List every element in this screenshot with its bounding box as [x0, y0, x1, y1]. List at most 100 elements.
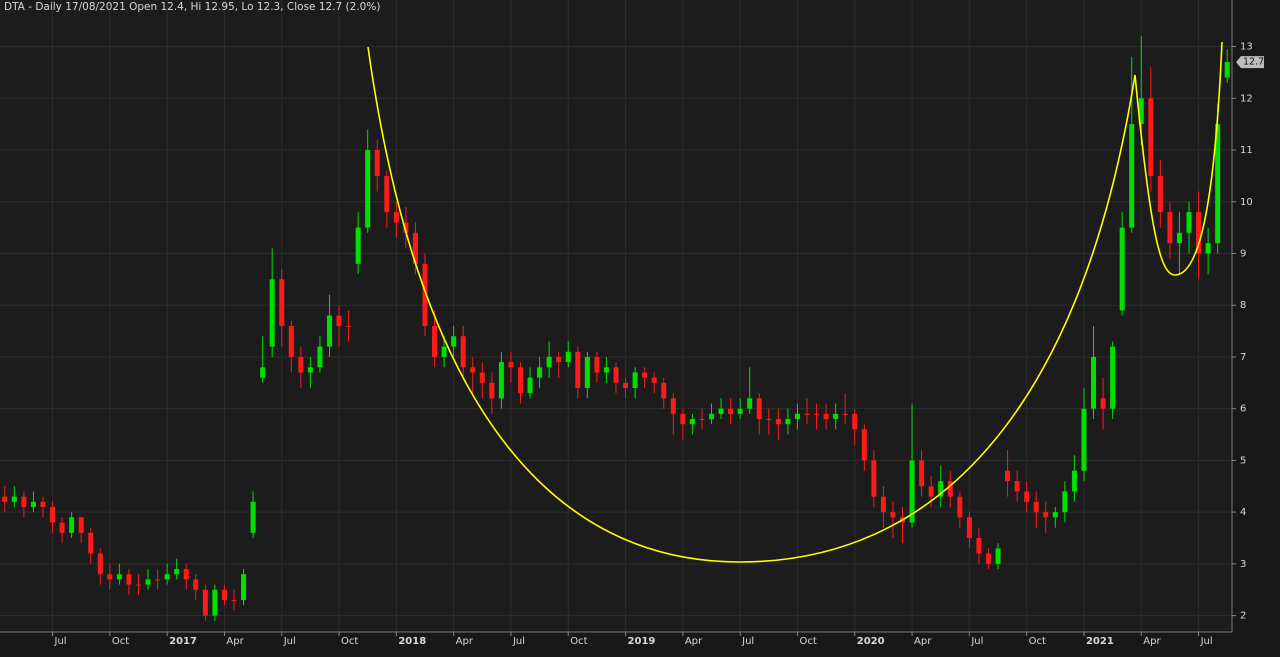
candle-body [135, 584, 141, 586]
candle-body [1119, 227, 1125, 311]
candle-body [680, 413, 686, 425]
candle-body [489, 382, 495, 399]
candle-body [183, 569, 189, 580]
candle-body [241, 574, 247, 601]
candle-body [584, 356, 590, 388]
candle-body [126, 574, 132, 585]
candle-body [794, 413, 800, 420]
candle-body [498, 362, 504, 399]
candle-body [871, 460, 877, 497]
price-tag [1236, 56, 1264, 69]
x-tick-label: Jul [512, 636, 525, 647]
candle-body [221, 589, 227, 601]
candle-body [1110, 346, 1116, 409]
candle-body [603, 367, 609, 373]
x-tick-label: 2019 [628, 636, 656, 647]
candle-body [107, 574, 113, 580]
plot-area [0, 0, 1232, 632]
candle-body [861, 429, 867, 461]
candle-body [556, 356, 562, 363]
candle-body [1081, 408, 1087, 471]
candle-body [1043, 512, 1049, 518]
candle-body [508, 362, 514, 368]
candle-body [193, 579, 199, 590]
y-tick-label: 11 [1240, 145, 1253, 156]
candle-body [432, 325, 438, 357]
x-tick-label: Jul [1200, 636, 1213, 647]
candle-body [737, 408, 743, 414]
y-tick-label: 2 [1240, 611, 1246, 622]
candle-body [966, 517, 972, 539]
candle-body [517, 367, 523, 394]
candle-body [1157, 175, 1163, 213]
candle-body [1167, 212, 1173, 244]
candle-body [1205, 243, 1211, 254]
y-tick-label: 4 [1240, 507, 1246, 518]
candle-body [890, 512, 896, 518]
x-tick-label: Apr [914, 636, 932, 647]
candle-body [365, 150, 371, 228]
candle-body [116, 574, 122, 580]
x-tick-label: Apr [685, 636, 703, 647]
candle-body [718, 408, 724, 414]
candles [2, 36, 1230, 621]
candle-body [317, 346, 323, 368]
candle-body [288, 325, 294, 357]
x-tick-label: Oct [1029, 636, 1046, 647]
x-tick-label: 2017 [169, 636, 197, 647]
candle-body [642, 372, 648, 378]
candle-body [623, 382, 629, 388]
candle-body [78, 517, 84, 533]
x-tick-label: Jul [741, 636, 754, 647]
candle-body [202, 589, 208, 616]
candle-body [269, 279, 275, 347]
candle-body [995, 548, 1001, 564]
candle-body [412, 232, 418, 264]
candle-body [384, 175, 390, 213]
candle-body [460, 336, 466, 368]
y-tick-label: 7 [1240, 352, 1246, 363]
candle-body [30, 501, 36, 507]
candle-body [1148, 98, 1154, 176]
candle-body [709, 413, 715, 420]
chart-title: DTA - Daily 17/08/2021 Open 12.4, Hi 12.… [4, 1, 380, 13]
candle-body [833, 413, 839, 420]
candle-body [928, 486, 934, 497]
price-tag-label: 12.7 [1243, 57, 1264, 68]
candle-body [1091, 356, 1097, 409]
candle-body [957, 496, 963, 518]
candle-body [1215, 124, 1221, 244]
candle-body [145, 579, 151, 585]
x-tick-label: Oct [799, 636, 816, 647]
candle-body [1071, 470, 1077, 492]
candle-body [50, 506, 56, 523]
candle-body [699, 419, 705, 421]
candle-body [756, 398, 762, 420]
candle-body [766, 419, 772, 421]
candle-body [728, 408, 734, 414]
candle-body [1224, 62, 1230, 78]
candle-body [1186, 212, 1192, 233]
candle-body [164, 574, 170, 580]
candle-body [814, 413, 820, 415]
x-tick-label: Oct [570, 636, 587, 647]
candle-body [947, 481, 953, 497]
candle-body [307, 367, 313, 373]
candle-body [852, 413, 858, 430]
y-tick-label: 12 [1240, 93, 1253, 104]
grid [0, 0, 1232, 632]
candle-body [355, 227, 361, 264]
cup-curve [367, 46, 1136, 563]
x-tick-label: Jul [283, 636, 296, 647]
x-tick-label: Jul [970, 636, 983, 647]
candle-body [575, 351, 581, 388]
candle-body [155, 579, 161, 581]
candle-body [1176, 232, 1182, 244]
y-tick-label: 3 [1240, 559, 1246, 570]
y-tick-label: 10 [1240, 197, 1253, 208]
candle-body [88, 532, 94, 554]
candle-body [546, 356, 552, 368]
candle-body [804, 413, 810, 415]
candle-body [346, 325, 352, 327]
candle-body [976, 538, 982, 554]
